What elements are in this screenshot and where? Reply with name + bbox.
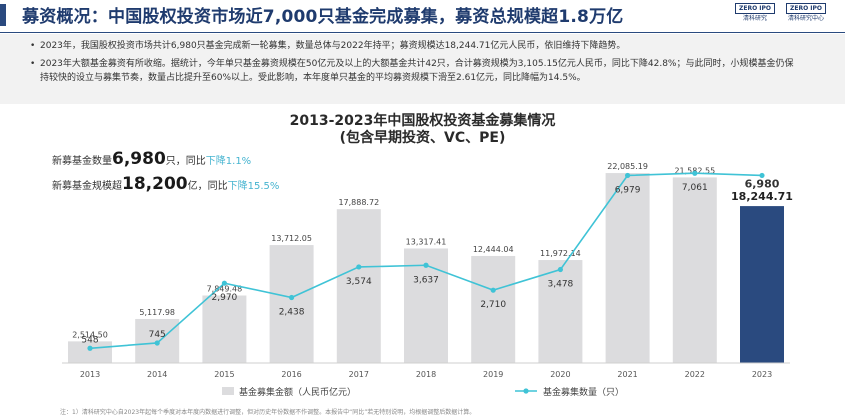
count-point [423, 262, 429, 268]
bar [336, 209, 381, 363]
summary-bullets: • 2023年，我国股权投资市场共计6,980只基金完成新一轮募集，数量总体与2… [0, 34, 845, 104]
x-tick-label: 2020 [550, 370, 570, 379]
chart-title: 2013-2023年中国股权投资基金募集情况 [289, 113, 556, 129]
title-bar: 募资概况：中国股权投资市场近7,000只基金完成募集，募资总规模超1.8万亿 Z… [0, 0, 845, 33]
bar [471, 255, 516, 363]
stat-label: 新募基金规模超 [52, 181, 122, 192]
count-point [289, 294, 295, 301]
count-value-label: 6,979 [615, 185, 641, 195]
bar-value-label: 17,888.72 [338, 198, 379, 207]
stat-change: 下降1.1% [205, 156, 252, 167]
title-accent [0, 4, 6, 26]
count-point [87, 345, 93, 351]
fund-size-stat: 新募基金规模超18,200亿，同比下降15.5% [52, 174, 279, 194]
bar-value-label: 5,117.98 [139, 308, 175, 317]
count-value-label: 2,710 [480, 300, 506, 310]
legend-bar-swatch [222, 387, 234, 395]
count-point [221, 280, 227, 286]
footnote: 注：1）清科研究中心自2023年起每个季度对本年度内数据进行调整，但对历史年份数… [60, 409, 476, 416]
bar [269, 245, 314, 363]
count-value-label: 7,061 [682, 183, 708, 193]
count-point [692, 170, 698, 176]
x-tick-label: 2017 [349, 370, 369, 379]
x-tick-label: 2015 [214, 370, 234, 379]
bullet-text: 2023年大额基金募资有所收缩。据统计，今年单只基金募资规模在50亿元及以上的大… [40, 59, 794, 83]
bar [672, 177, 717, 363]
legend-line-label: 基金募集数量（只） [543, 386, 624, 398]
bar [740, 206, 784, 363]
bullet-item: • 2023年大额基金募资有所收缩。据统计，今年单只基金募资规模在50亿元及以上… [30, 57, 800, 85]
stat-change: 下降15.5% [227, 181, 280, 192]
bar [605, 173, 650, 363]
stat-label: 新募基金数量 [52, 156, 112, 167]
bar-value-label: 13,712.05 [271, 234, 312, 243]
zero-ipo-logo: ZERO IPO 清科研究 [735, 3, 775, 29]
fund-count-stat: 新募基金数量6,980只，同比下降1.1% [52, 149, 251, 169]
count-value-label: 2,438 [279, 307, 305, 317]
x-tick-label: 2019 [483, 370, 503, 379]
bar-value-label: 7,849.48 [207, 284, 243, 293]
x-tick-label: 2023 [752, 370, 772, 379]
count-value-label: 3,574 [346, 277, 372, 287]
x-tick-label: 2014 [147, 370, 167, 379]
bar-value-label: 18,244.71 [731, 190, 793, 203]
legend-line-marker [523, 388, 529, 394]
count-point [356, 264, 362, 270]
bar-value-label: 12,444.04 [473, 245, 514, 254]
bullet-dot: • [30, 41, 36, 51]
logo-text: 清科研究 [742, 15, 767, 22]
legend-bar-label: 基金募集金额（人民币亿元） [239, 386, 356, 398]
count-point [759, 172, 765, 179]
count-point [490, 287, 496, 293]
count-value-label: 3,637 [413, 275, 439, 285]
count-value-label: 2,970 [212, 293, 238, 303]
count-point [557, 266, 564, 273]
x-tick-label: 2022 [685, 370, 705, 379]
bar-value-label: 22,085.19 [607, 162, 648, 171]
x-tick-label: 2018 [416, 370, 436, 379]
count-point [625, 172, 631, 179]
stat-yoy: 同比 [207, 181, 228, 192]
logo-mark: ZERO IPO [786, 3, 826, 14]
logo-text: 清科研究中心 [787, 15, 824, 22]
bullet-item: • 2023年，我国股权投资市场共计6,980只基金完成新一轮募集，数量总体与2… [30, 39, 800, 53]
x-tick-label: 2021 [617, 370, 637, 379]
bar [202, 295, 247, 363]
bullet-dot: • [30, 59, 36, 69]
stat-unit: 亿， [187, 181, 208, 192]
count-value-label: 745 [149, 330, 166, 340]
page-title: 募资概况：中国股权投资市场近7,000只基金完成募集，募资总规模超1.8万亿 [22, 7, 624, 27]
research-center-logo: ZERO IPO 清科研究中心 [786, 3, 826, 29]
bar [538, 260, 583, 363]
bar-value-label: 11,972.14 [540, 249, 581, 258]
bar-value-label: 13,317.41 [406, 237, 447, 246]
stat-yoy: 同比 [185, 156, 206, 167]
count-point [154, 340, 160, 346]
stat-unit: 只， [165, 156, 186, 167]
x-tick-label: 2016 [281, 370, 301, 379]
count-value-label: 3,478 [548, 280, 574, 290]
x-tick-label: 2013 [80, 370, 100, 379]
bullet-text: 2023年，我国股权投资市场共计6,980只基金完成新一轮募集，数量总体与202… [40, 41, 626, 51]
chart-subtitle: (包含早期投资、VC、PE) [339, 130, 506, 146]
count-value-label: 548 [81, 335, 98, 345]
bar-value-label: 2,514.50 [72, 330, 108, 339]
stat-value: 18,200 [122, 174, 188, 194]
logo-mark: ZERO IPO [735, 3, 775, 14]
count-value-label: 6,980 [745, 177, 780, 190]
stat-value: 6,980 [112, 149, 166, 169]
